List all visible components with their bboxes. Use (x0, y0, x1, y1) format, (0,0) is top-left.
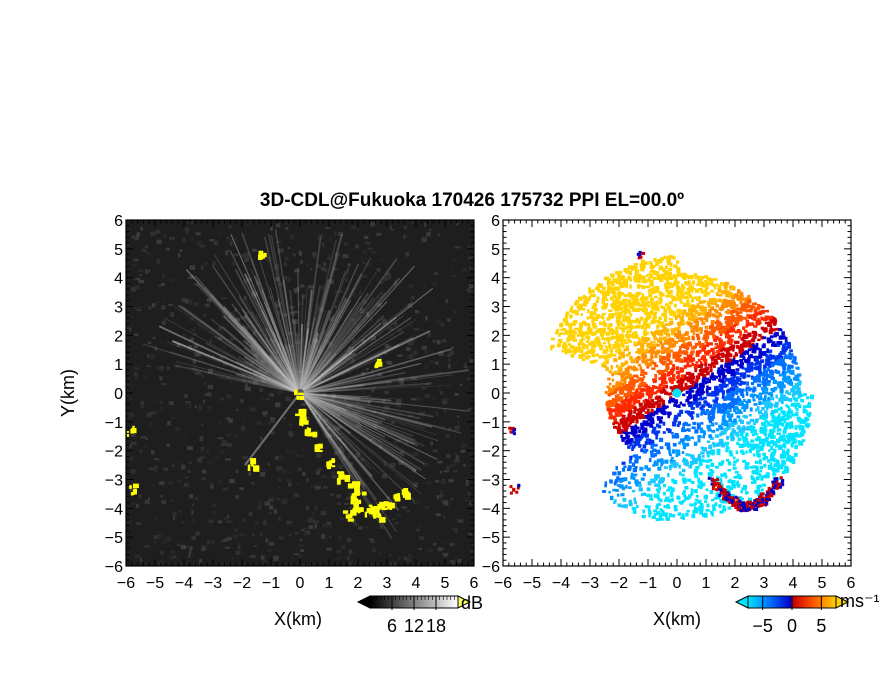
y-tick-label: −4 (482, 501, 500, 518)
y-tick-label: −5 (105, 530, 123, 547)
y-tick-label: −5 (482, 530, 500, 547)
x-tick-label: 3 (383, 575, 392, 592)
y-tick-label: 6 (114, 213, 123, 230)
x-tick-label: −1 (639, 575, 657, 592)
velocity-colorbar-right-arrow (835, 595, 850, 609)
y-tick-label: −2 (105, 444, 123, 461)
y-tick-label: −3 (482, 473, 500, 490)
x-tick-label: 3 (760, 575, 769, 592)
snr-colorbar-unit: dB (461, 593, 483, 613)
colorbar-tick-label: 6 (387, 616, 397, 636)
snr-high-echo-regions (126, 250, 411, 523)
y-tick-label: 2 (114, 328, 123, 345)
y-tick-label: −1 (482, 415, 500, 432)
x-tick-label: −6 (494, 575, 512, 592)
y-tick-label: 1 (491, 357, 500, 374)
y-tick-label: 4 (491, 271, 500, 288)
snr-panel: −6 −5 −4 −3 −2 −1 0 1 2 3 4 5 6 −6 −5 −4 −3 −2 −1 0 1 2 3 4 5 6 X… (58, 213, 479, 629)
x-tick-label: 1 (702, 575, 711, 592)
snr-x-axis-label: X(km) (274, 609, 322, 629)
y-tick-label: 6 (491, 213, 500, 230)
x-tick-label: 1 (325, 575, 334, 592)
snr-range-pattern (126, 220, 474, 566)
snr-y-axis-label: Y(km) (58, 369, 78, 417)
x-tick-label: 2 (731, 575, 740, 592)
x-tick-label: 5 (818, 575, 827, 592)
y-tick-label: 0 (114, 386, 123, 403)
x-tick-label: 0 (673, 575, 682, 592)
y-tick-label: 5 (491, 242, 500, 259)
x-tick-label: −2 (233, 575, 251, 592)
y-tick-label: 2 (491, 328, 500, 345)
velocity-axis-ticks: −6 −5 −4 −3 −2 −1 0 1 2 3 4 5 6 −6 −5 −4 −3 −2 −1 0 1 2 3 4 5 6 (482, 213, 856, 592)
x-tick-label: −5 (146, 575, 164, 592)
y-tick-label: −2 (482, 444, 500, 461)
x-tick-label: 4 (789, 575, 798, 592)
snr-colorbar-right-arrow (457, 595, 472, 609)
x-tick-label: −3 (581, 575, 599, 592)
y-tick-label: 3 (114, 300, 123, 317)
x-tick-label: −1 (262, 575, 280, 592)
x-tick-label: −6 (117, 575, 135, 592)
colorbar-tick-label: 0 (787, 616, 797, 636)
y-tick-label: 4 (114, 271, 123, 288)
y-tick-label: −4 (105, 501, 123, 518)
x-tick-label: 4 (412, 575, 421, 592)
velocity-colorbar: −5 0 5 ms⁻¹ (734, 591, 880, 636)
y-tick-label: −1 (105, 415, 123, 432)
velocity-colorbar-unit: ms⁻¹ (840, 591, 880, 611)
snr-radial-rays (142, 229, 469, 540)
velocity-x-axis-label: X(km) (653, 609, 701, 629)
x-tick-label: −4 (175, 575, 193, 592)
colorbar-tick-label: −5 (752, 616, 773, 636)
x-tick-label: −2 (610, 575, 628, 592)
x-tick-label: −4 (552, 575, 570, 592)
snr-axis-ticks: −6 −5 −4 −3 −2 −1 0 1 2 3 4 5 6 −6 −5 −4 −3 −2 −1 0 1 2 3 4 5 6 (105, 213, 479, 592)
x-tick-label: 6 (470, 575, 479, 592)
x-tick-label: 0 (296, 575, 305, 592)
x-tick-label: 5 (441, 575, 450, 592)
y-tick-label: −3 (105, 473, 123, 490)
colorbar-tick-label: 12 (404, 616, 424, 636)
y-tick-label: 1 (114, 357, 123, 374)
x-tick-label: −3 (204, 575, 222, 592)
y-tick-label: −6 (482, 559, 500, 576)
velocity-colorbar-left-arrow (734, 595, 749, 609)
velocity-field (508, 250, 814, 522)
snr-colorbar-left-arrow (356, 595, 371, 609)
colorbar-tick-label: 5 (816, 616, 826, 636)
colorbar-tick-label: 18 (426, 616, 446, 636)
figure-title: 3D-CDL@Fukuoka 170426 175732 PPI EL=00.0… (260, 190, 684, 211)
snr-colorbar: 6 12 18 dB (356, 593, 483, 636)
y-tick-label: 3 (491, 300, 500, 317)
y-tick-label: 0 (491, 386, 500, 403)
x-tick-label: 6 (847, 575, 856, 592)
x-tick-label: 2 (354, 575, 363, 592)
x-tick-label: −5 (523, 575, 541, 592)
y-tick-label: −6 (105, 559, 123, 576)
y-tick-label: 5 (114, 242, 123, 259)
velocity-panel: −6 −5 −4 −3 −2 −1 0 1 2 3 4 5 6 −6 −5 −4 −3 −2 −1 0 1 2 3 4 5 6 X… (482, 213, 856, 629)
